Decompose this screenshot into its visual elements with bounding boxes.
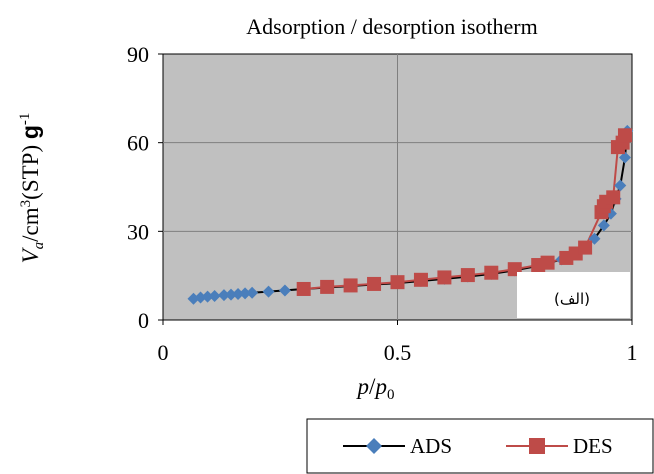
data-point-ads (208, 290, 221, 303)
data-point-ads (278, 284, 291, 297)
data-point-des (578, 240, 593, 255)
data-point-des (367, 276, 382, 291)
x-tick-label: 0.5 (384, 340, 412, 365)
x-tick-label: 0 (158, 340, 169, 365)
legend-des-marker (529, 438, 545, 454)
data-point-des (413, 272, 428, 287)
inset-label: (الف) (554, 290, 590, 308)
x-axis-ticks: 0 0.5 1 (158, 320, 638, 365)
data-point-ads (225, 288, 238, 301)
data-point-ads (194, 291, 207, 304)
data-point-des (460, 268, 475, 283)
legend-ads-label: ADS (410, 434, 452, 458)
data-point-des (606, 190, 621, 205)
y-tick-label: 90 (127, 42, 149, 67)
plot-area (162, 53, 634, 321)
data-point-ads (618, 151, 631, 164)
y-axis-label: Va/cm3(STP) g-1 (17, 113, 47, 264)
data-point-des (540, 255, 555, 270)
legend-des-label: DES (573, 434, 613, 458)
data-point-des (343, 278, 358, 293)
series-markers (187, 124, 634, 305)
y-axis-ticks: 0 30 60 90 (127, 42, 163, 333)
chart-title: Adsorption / desorption isotherm (246, 14, 537, 39)
y-tick-label: 60 (127, 131, 149, 156)
legend-ads-marker (366, 438, 382, 454)
data-point-des (437, 270, 452, 285)
data-point-ads (246, 286, 259, 299)
x-tick-label: 1 (627, 340, 638, 365)
data-point-ads (597, 219, 610, 232)
data-point-ads (201, 290, 214, 303)
data-point-des (320, 279, 335, 294)
data-point-ads (232, 287, 245, 300)
data-point-des (484, 265, 499, 280)
data-point-ads (262, 285, 275, 298)
legend: ADS DES (306, 418, 654, 474)
data-point-ads (217, 289, 230, 302)
data-point-des (617, 128, 632, 143)
y-tick-label: 30 (127, 219, 149, 244)
data-point-ads (614, 179, 627, 192)
x-axis-label: p/p0 (356, 374, 395, 403)
inset-label-box: (الف) (517, 272, 630, 318)
data-point-des (296, 281, 311, 296)
data-point-ads (239, 287, 252, 300)
data-point-des (390, 275, 405, 290)
y-tick-label: 0 (138, 308, 149, 333)
